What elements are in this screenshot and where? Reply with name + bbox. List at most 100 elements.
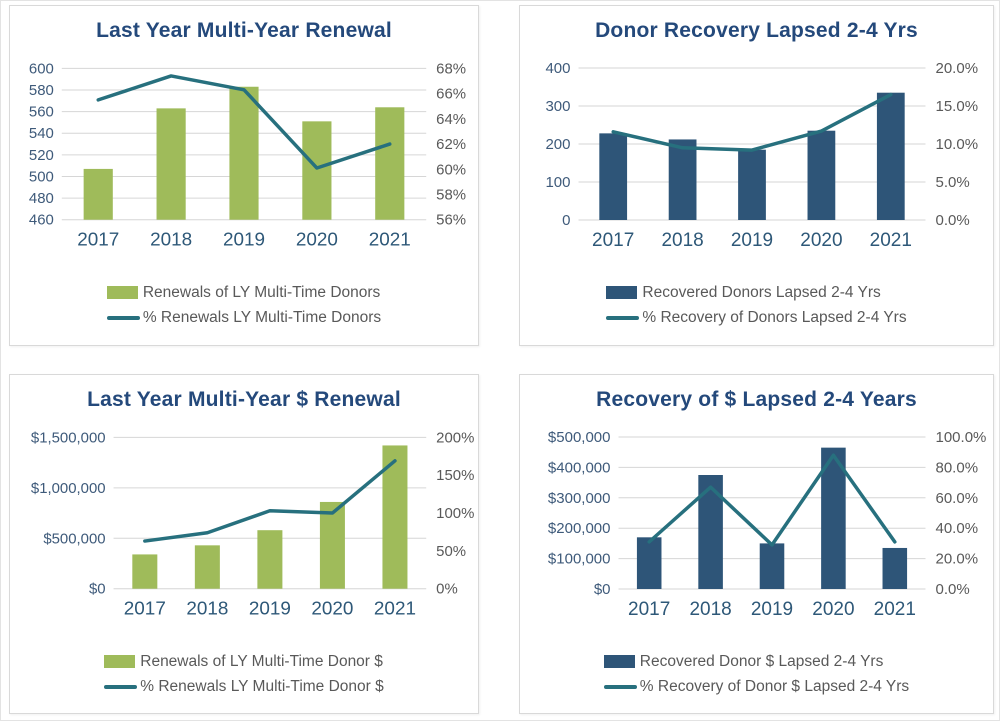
year-label-2017: 2017 bbox=[592, 230, 634, 251]
year-label-2019: 2019 bbox=[751, 599, 793, 620]
year-label-2020: 2020 bbox=[800, 230, 842, 251]
left-axis-tick-label: $200,000 bbox=[548, 520, 611, 537]
year-label-2019: 2019 bbox=[731, 230, 773, 251]
year-label-2017: 2017 bbox=[124, 599, 166, 620]
chart-legend: Recovered Donor $ Lapsed 2-4 Yrs % Recov… bbox=[520, 649, 993, 699]
trend-line bbox=[96, 74, 392, 170]
chart-canvas: $1,500,000 $1,000,000 $500,000 $0 200% 150% 10… bbox=[31, 429, 474, 620]
bar-2018 bbox=[156, 108, 186, 220]
legend-item-bars: Recovered Donor $ Lapsed 2-4 Yrs bbox=[603, 649, 909, 674]
left-axis-tick-label: 300 bbox=[545, 98, 570, 115]
bar-2018 bbox=[668, 139, 697, 220]
legend-item-line: % Recovery of Donor $ Lapsed 2-4 Yrs bbox=[603, 674, 910, 699]
right-axis-tick-label: 10.0% bbox=[936, 136, 979, 153]
right-axis-tick-label: 62% bbox=[436, 136, 466, 153]
chart-title: Donor Recovery Lapsed 2-4 Yrs bbox=[595, 19, 918, 42]
left-axis-tick-label: 580 bbox=[29, 82, 54, 99]
legend-line-label: % Renewals LY Multi-Time Donors bbox=[142, 308, 382, 326]
right-axis-tick-label: 80.0% bbox=[936, 459, 979, 476]
year-label-2021: 2021 bbox=[369, 230, 411, 251]
chart-legend: Renewals of LY Multi-Time Donor $ % Rene… bbox=[10, 649, 478, 699]
bar-2020 bbox=[807, 130, 836, 220]
bar-2018 bbox=[698, 475, 723, 589]
right-axis-tick-label: 60.0% bbox=[936, 490, 979, 507]
bar-series-swatch bbox=[104, 655, 136, 668]
trend-line bbox=[143, 459, 397, 543]
right-axis-tick-label: 20.0% bbox=[936, 551, 979, 568]
left-axis-tick-label: 520 bbox=[29, 147, 54, 164]
year-label-2017: 2017 bbox=[628, 599, 670, 620]
bar-series-swatch bbox=[603, 655, 635, 668]
left-axis-tick-label: 500 bbox=[29, 168, 54, 185]
trend-line bbox=[647, 453, 897, 547]
year-label-2020: 2020 bbox=[296, 230, 338, 251]
bar-2017 bbox=[83, 168, 113, 220]
left-axis-tick-label: 100 bbox=[545, 174, 570, 191]
right-axis-tick-label: 100.0% bbox=[936, 429, 987, 446]
bar-series-swatch bbox=[606, 286, 638, 299]
right-axis-tick-label: 5.0% bbox=[936, 174, 970, 191]
left-axis-tick-label: $0 bbox=[594, 581, 611, 598]
left-axis-tick-label: 480 bbox=[29, 190, 54, 207]
right-axis-tick-label: 200% bbox=[436, 429, 474, 446]
left-axis-tick-label: $100,000 bbox=[548, 551, 611, 568]
left-axis-tick-label: 0 bbox=[562, 212, 570, 229]
card-last-year-multi-year-dollar-renewal: Last Year Multi-Year $ Renewal $1,500,00… bbox=[9, 374, 479, 714]
card-last-year-multi-year-renewal: Last Year Multi-Year Renewal 600 580 560 54… bbox=[9, 5, 479, 346]
year-label-2018: 2018 bbox=[186, 599, 228, 620]
bar-2019 bbox=[229, 86, 259, 220]
left-axis-tick-label: $1,000,000 bbox=[31, 480, 106, 497]
trend-line bbox=[611, 92, 893, 152]
bar-2021 bbox=[375, 107, 405, 220]
left-axis-tick-label: 560 bbox=[29, 104, 54, 121]
legend-item-line: % Recovery of Donors Lapsed 2-4 Yrs bbox=[606, 305, 907, 330]
legend-line-label: % Recovery of Donors Lapsed 2-4 Yrs bbox=[642, 308, 907, 326]
right-axis-tick-label: 0.0% bbox=[936, 581, 970, 598]
right-axis-tick-label: 50% bbox=[436, 543, 466, 560]
bar-series-swatch bbox=[106, 286, 138, 299]
bar-2017 bbox=[599, 133, 628, 220]
chart-title: Last Year Multi-Year $ Renewal bbox=[87, 388, 401, 411]
bar-2020 bbox=[302, 121, 332, 220]
legend-item-bars: Renewals of LY Multi-Time Donors bbox=[106, 280, 381, 305]
bar-2017 bbox=[132, 554, 158, 589]
right-axis-tick-label: 0.0% bbox=[936, 212, 970, 229]
left-axis-tick-label: 600 bbox=[29, 60, 54, 77]
year-label-2018: 2018 bbox=[689, 599, 731, 620]
bar-2019 bbox=[257, 530, 283, 589]
year-label-2018: 2018 bbox=[150, 230, 192, 251]
right-axis-tick-label: 100% bbox=[436, 505, 474, 522]
left-axis-tick-label: 200 bbox=[545, 136, 570, 153]
legend-item-bars: Recovered Donors Lapsed 2-4 Yrs bbox=[606, 280, 906, 305]
right-axis-tick-label: 68% bbox=[436, 60, 466, 77]
left-axis-tick-label: $300,000 bbox=[548, 490, 611, 507]
legend-bar-label: Renewals of LY Multi-Time Donors bbox=[142, 283, 381, 301]
bar-2017 bbox=[636, 537, 662, 589]
chart-canvas: 400 300 200 100 0 20.0% 15.0% 10.0% 5.0% 0.0% 2017… bbox=[545, 60, 979, 251]
right-axis-tick-label: 56% bbox=[436, 212, 466, 229]
right-axis-tick-label: 66% bbox=[436, 86, 466, 103]
year-label-2019: 2019 bbox=[249, 599, 291, 620]
right-axis-tick-label: 40.0% bbox=[936, 520, 979, 537]
bar-2018 bbox=[194, 545, 220, 589]
chart-title: Last Year Multi-Year Renewal bbox=[96, 19, 392, 42]
year-label-2017: 2017 bbox=[77, 230, 119, 251]
chart-legend: Renewals of LY Multi-Time Donors % Renew… bbox=[10, 280, 478, 330]
bar-2020 bbox=[821, 447, 846, 589]
line-series-swatch bbox=[603, 684, 637, 689]
line-series-swatch bbox=[106, 315, 140, 320]
legend-line-label: % Recovery of Donor $ Lapsed 2-4 Yrs bbox=[639, 677, 910, 695]
bar-2021 bbox=[882, 547, 908, 589]
left-axis-tick-label: $400,000 bbox=[548, 459, 611, 476]
year-label-2018: 2018 bbox=[661, 230, 703, 251]
right-axis-tick-label: 64% bbox=[436, 111, 466, 128]
year-label-2020: 2020 bbox=[812, 599, 854, 620]
left-axis-tick-label: 400 bbox=[545, 60, 570, 77]
chart-canvas: $500,000 $400,000 $300,000 $200,000 $100,000… bbox=[548, 429, 987, 620]
bar-2021 bbox=[876, 92, 905, 220]
legend-item-line: % Renewals LY Multi-Time Donor $ bbox=[104, 674, 384, 699]
right-axis-tick-label: 15.0% bbox=[936, 98, 979, 115]
bar-2019 bbox=[759, 543, 785, 589]
year-label-2019: 2019 bbox=[223, 230, 265, 251]
charts-dashboard: Last Year Multi-Year Renewal 600 580 560 54… bbox=[9, 5, 994, 714]
